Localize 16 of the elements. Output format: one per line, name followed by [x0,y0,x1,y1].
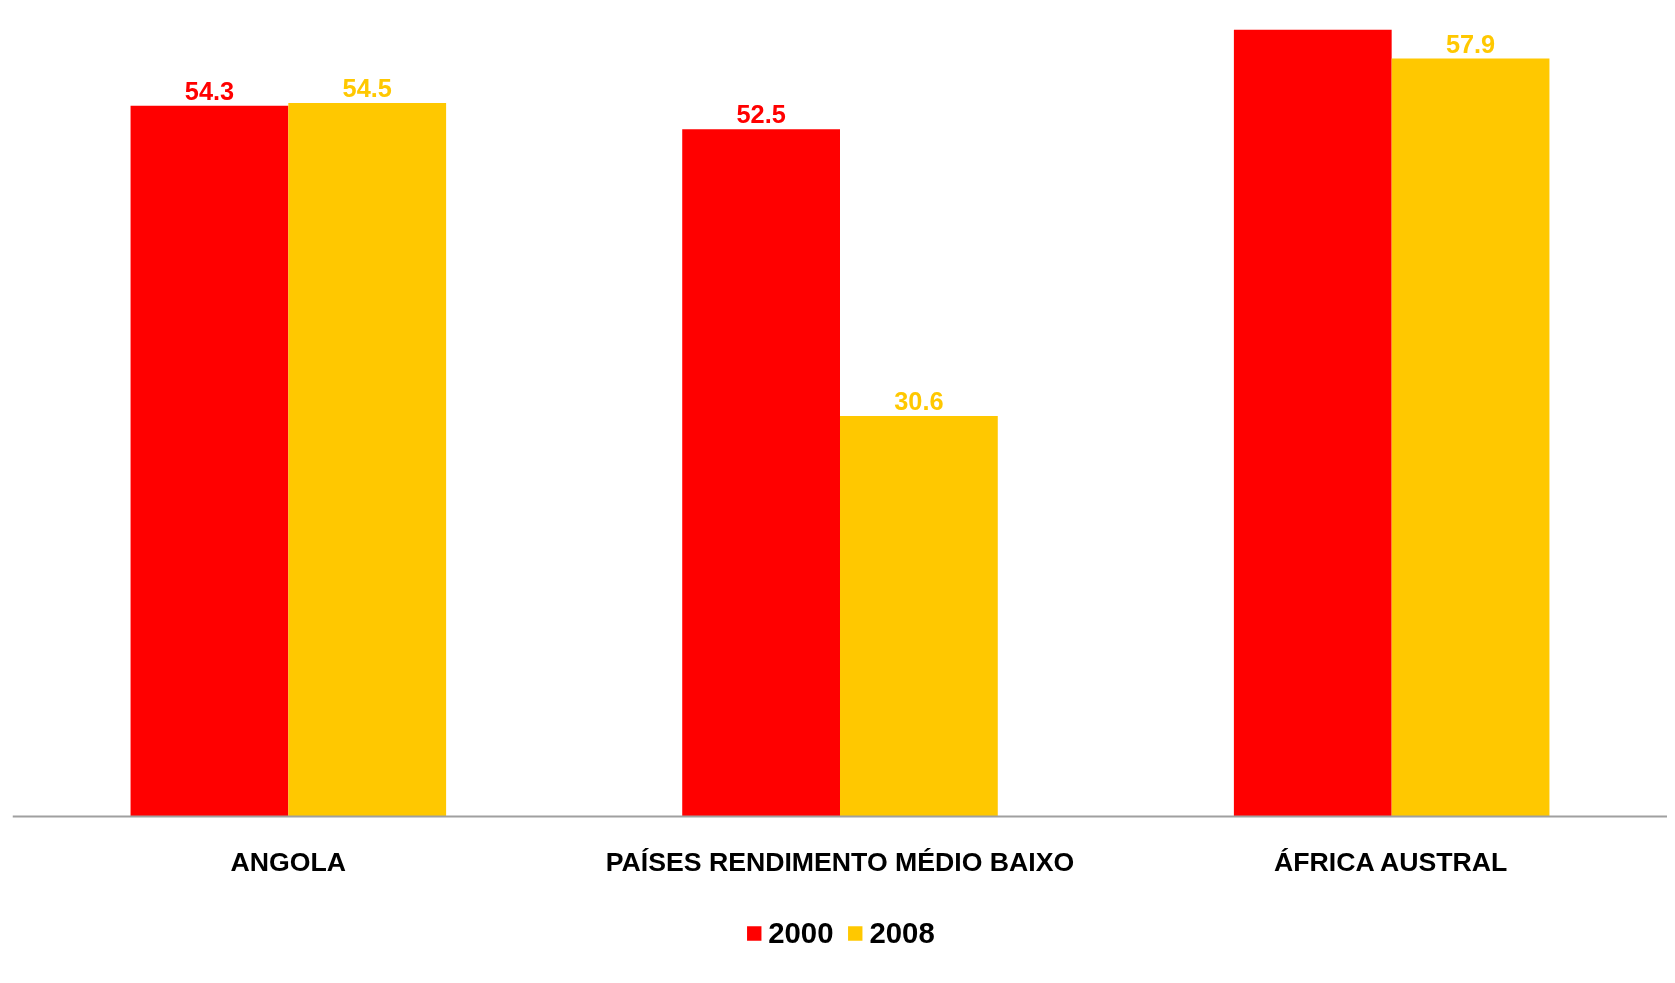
bar [130,105,289,817]
bar [682,129,840,817]
data-label: 30.6 [894,387,944,416]
x-tick-label: PAÍSES RENDIMENTO MÉDIO BAIXO [605,846,1075,877]
bar [840,416,998,817]
bar [288,103,447,817]
x-tick-label: ÁFRICA AUSTRAL [1273,846,1508,877]
data-label: 57.9 [1445,29,1496,58]
x-tick-label: ANGOLA [230,846,347,877]
legend-label: 2000 [768,916,834,950]
data-label: 54.3 [184,76,235,105]
legend-label: 2008 [869,916,935,950]
bar [1391,58,1550,817]
bar [1233,29,1392,817]
data-label: 52.5 [736,100,786,129]
data-label: 54.5 [342,74,392,103]
